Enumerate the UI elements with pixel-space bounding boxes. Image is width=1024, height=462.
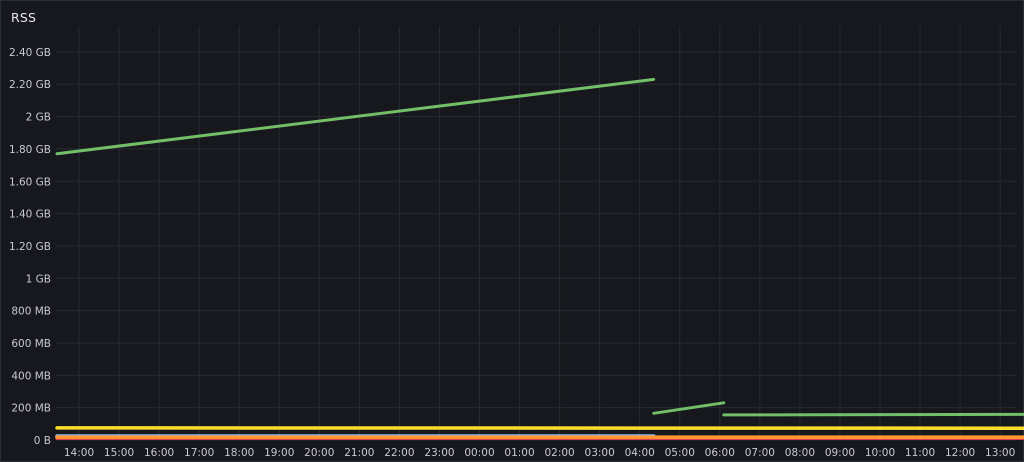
y-tick-label: 800 MB [11,306,51,318]
x-tick-label: 21:00 [344,447,374,459]
y-tick-label: 2.20 GB [9,79,51,91]
chart-grid [56,26,1017,441]
series-line [722,412,1024,417]
x-tick-label: 06:00 [705,447,735,459]
y-tick-label: 1.80 GB [9,144,51,156]
x-tick-label: 19:00 [264,447,294,459]
x-tick-label: 23:00 [424,447,454,459]
chart-series [55,77,1024,440]
y-tick-label: 1.60 GB [9,176,51,188]
x-tick-label: 01:00 [504,447,534,459]
x-tick-label: 04:00 [625,447,655,459]
x-tick-label: 13:00 [985,447,1015,459]
x-tick-label: 05:00 [665,447,695,459]
y-tick-label: 1.20 GB [9,241,51,253]
y-tick-label: 1.40 GB [9,209,51,221]
x-tick-label: 09:00 [825,447,855,459]
x-tick-label: 00:00 [464,447,494,459]
x-tick-label: 03:00 [585,447,615,459]
x-tick-label: 12:00 [945,447,975,459]
y-tick-label: 400 MB [11,370,51,382]
x-tick-label: 02:00 [544,447,574,459]
y-tick-label: 1 GB [26,273,51,285]
y-tick-label: 2 GB [26,112,51,124]
x-tick-label: 20:00 [304,447,334,459]
x-tick-label: 14:00 [64,447,94,459]
x-axis-ticks: 14:00 15:00 16:00 17:00 18:00 19:00 20:00 21:00… [64,447,1015,459]
x-tick-label: 10:00 [865,447,895,459]
panel-title[interactable]: RSS [11,10,37,25]
x-tick-label: 22:00 [384,447,414,459]
y-tick-label: 200 MB [11,403,51,415]
y-tick-label: 2.40 GB [9,47,51,59]
series-line [55,77,656,156]
x-tick-label: 07:00 [745,447,775,459]
x-tick-label: 18:00 [224,447,254,459]
series-line [652,401,726,415]
x-tick-label: 17:00 [184,447,214,459]
y-tick-label: 0 B [34,435,51,447]
y-tick-label: 600 MB [11,338,51,350]
x-tick-label: 11:00 [905,447,935,459]
x-tick-label: 08:00 [785,447,815,459]
y-axis-ticks: 0 B 200 MB 400 MB 600 MB 800 MB 1 GB 1.20 GB 1.… [9,47,51,447]
x-tick-label: 16:00 [144,447,174,459]
x-tick-label: 15:00 [104,447,134,459]
